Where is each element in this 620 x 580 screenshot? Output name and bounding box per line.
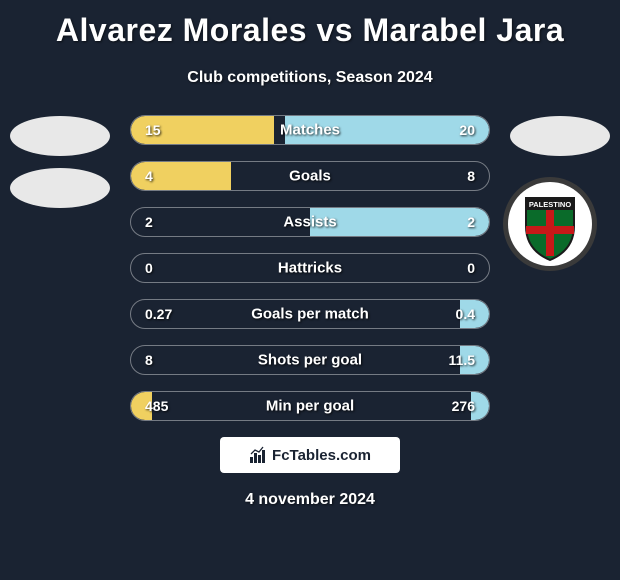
stat-label: Hattricks [278,260,342,277]
subtitle: Club competitions, Season 2024 [0,69,620,87]
stat-row: 485 276 Min per goal [130,391,490,421]
stat-value-left: 8 [145,352,153,368]
player-left-logo-group [10,116,110,220]
date-label: 4 november 2024 [0,491,620,509]
stat-value-left: 2 [145,214,153,230]
stats-chart: 15 20 Matches 4 8 Goals 2 2 Assists 0 0 Hattricks 0.… [130,115,490,421]
stat-value-right: 2 [467,214,475,230]
stat-value-right: 0.4 [456,306,475,322]
stat-row: 8 11.5 Shots per goal [130,345,490,375]
stat-label: Min per goal [266,398,354,415]
club-badge-palestino: PALESTINO [502,176,598,277]
shield-icon: PALESTINO [502,176,598,272]
stat-value-left: 15 [145,122,161,138]
brand-label: FcTables.com [272,447,371,464]
stat-row: 4 8 Goals [130,161,490,191]
bar-chart-icon [249,446,267,464]
stat-value-left: 0.27 [145,306,172,322]
stat-label: Assists [283,214,336,231]
page-title: Alvarez Morales vs Marabel Jara [0,0,620,49]
placeholder-ellipse-icon [510,116,610,156]
stat-row: 15 20 Matches [130,115,490,145]
stat-row: 0.27 0.4 Goals per match [130,299,490,329]
stat-value-left: 485 [145,398,168,414]
stat-bar-right [310,208,489,236]
stat-value-right: 0 [467,260,475,276]
stat-value-right: 20 [459,122,475,138]
stat-value-right: 8 [467,168,475,184]
badge-text: PALESTINO [529,200,572,209]
player-right-logo-group [510,116,610,168]
stat-value-left: 0 [145,260,153,276]
stat-value-right: 11.5 [449,352,475,368]
fctables-brand: FcTables.com [220,437,400,473]
stat-row: 0 0 Hattricks [130,253,490,283]
stat-label: Goals per match [251,306,369,323]
stat-label: Shots per goal [258,352,362,369]
stat-row: 2 2 Assists [130,207,490,237]
placeholder-ellipse-icon [10,116,110,156]
stat-value-right: 276 [452,398,475,414]
stat-label: Matches [280,122,340,139]
placeholder-ellipse-icon [10,168,110,208]
stat-value-left: 4 [145,168,153,184]
stat-label: Goals [289,168,331,185]
